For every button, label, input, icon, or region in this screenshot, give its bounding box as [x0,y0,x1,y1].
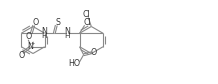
Text: S: S [55,18,60,27]
Text: -: - [31,32,32,37]
Text: N: N [64,27,70,36]
Text: N: N [27,42,33,51]
Text: HO: HO [68,59,81,68]
Text: H: H [64,33,70,39]
Text: O: O [18,51,24,60]
Text: O: O [91,48,97,57]
Text: +: + [31,41,35,46]
Text: N: N [41,27,47,36]
Text: Cl: Cl [84,18,92,27]
Text: O: O [32,18,38,27]
Text: H: H [41,33,47,39]
Text: Cl: Cl [83,10,91,19]
Text: O: O [25,32,31,41]
